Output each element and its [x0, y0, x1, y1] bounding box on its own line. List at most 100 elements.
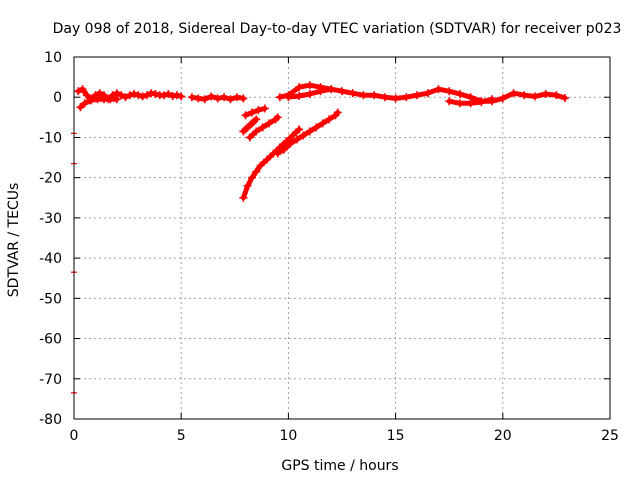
data-point — [273, 149, 282, 158]
data-point — [316, 87, 325, 96]
data-point — [252, 115, 261, 124]
y-tick-label: -30 — [39, 211, 62, 227]
data-point — [552, 91, 561, 100]
data-point — [164, 90, 173, 99]
chart-title: Day 098 of 2018, Sidereal Day-to-day VTE… — [53, 21, 622, 37]
data-point — [288, 131, 297, 140]
x-tick-label: 0 — [70, 428, 79, 444]
data-point — [172, 91, 181, 100]
data-point — [423, 89, 432, 98]
x-tick-label: 20 — [494, 428, 512, 444]
y-tick-label: -10 — [39, 130, 62, 146]
data-point — [498, 94, 507, 103]
y-tick-label: -80 — [39, 412, 62, 428]
data-point — [318, 119, 327, 128]
data-point — [256, 161, 265, 170]
x-tick-label: 25 — [601, 428, 619, 444]
data-point — [239, 193, 248, 202]
data-point — [95, 89, 104, 98]
data-point — [130, 90, 139, 99]
grid-lines — [74, 57, 610, 419]
data-point — [142, 91, 151, 100]
y-tick-label: 10 — [44, 50, 62, 66]
data-point — [254, 106, 263, 115]
y-tick-label: 0 — [53, 90, 62, 106]
data-point — [312, 123, 321, 132]
data-point — [286, 139, 295, 148]
data-point — [200, 95, 209, 104]
data-point — [305, 127, 314, 136]
data-point — [273, 113, 282, 122]
data-point — [348, 89, 357, 98]
data-point — [455, 99, 464, 108]
data-point — [207, 92, 216, 101]
data-point — [252, 167, 261, 176]
data-point — [560, 94, 569, 103]
data-point — [327, 85, 336, 94]
data-point — [520, 91, 529, 100]
data-point — [391, 94, 400, 103]
data-point — [359, 91, 368, 100]
data-point — [80, 99, 89, 108]
data-point — [370, 91, 379, 100]
data-point — [134, 91, 143, 100]
data-point — [247, 173, 256, 182]
data-point — [117, 91, 126, 100]
data-point — [295, 92, 304, 101]
data-point — [325, 115, 334, 124]
data-point — [151, 90, 160, 99]
data-point — [509, 89, 518, 98]
data-point — [434, 85, 443, 94]
data-point — [333, 108, 342, 117]
data-point — [299, 131, 308, 140]
data-point — [466, 99, 475, 108]
data-point — [488, 95, 497, 104]
data-point — [530, 92, 539, 101]
data-point — [413, 91, 422, 100]
data-point — [138, 92, 147, 101]
data-point — [445, 97, 454, 106]
data-point — [445, 87, 454, 96]
y-tick-label: -40 — [39, 251, 62, 267]
data-point — [112, 95, 121, 104]
data-point — [220, 93, 229, 102]
x-tick-label: 10 — [279, 428, 297, 444]
data-point — [541, 90, 550, 99]
data-point — [226, 95, 235, 104]
data-point — [455, 90, 464, 99]
data-points — [71, 81, 569, 394]
data-point — [265, 119, 274, 128]
data-point — [194, 94, 203, 103]
data-point — [380, 93, 389, 102]
data-point — [87, 96, 96, 105]
data-point — [239, 94, 248, 103]
data-point — [275, 93, 284, 102]
data-point — [280, 145, 289, 154]
data-point — [243, 181, 252, 190]
data-point — [292, 135, 301, 144]
data-point — [78, 85, 87, 94]
axis-ticks — [73, 56, 611, 420]
data-point — [477, 98, 486, 107]
data-point — [76, 103, 85, 112]
data-point — [252, 127, 261, 136]
y-tick-label: -50 — [39, 291, 62, 307]
x-tick-label: 15 — [387, 428, 405, 444]
y-tick-label: -20 — [39, 171, 62, 187]
y-tick-label: -60 — [39, 332, 62, 348]
data-point — [125, 91, 134, 100]
data-point — [241, 111, 250, 120]
x-tick-label: 5 — [177, 428, 186, 444]
data-point — [160, 91, 169, 100]
data-point — [187, 93, 196, 102]
data-point — [258, 123, 267, 132]
data-point — [402, 93, 411, 102]
data-point — [213, 94, 222, 103]
data-point — [121, 93, 130, 102]
data-point — [262, 155, 271, 164]
data-point — [245, 133, 254, 142]
data-point — [295, 83, 304, 92]
data-point — [147, 89, 156, 98]
data-point — [232, 93, 241, 102]
